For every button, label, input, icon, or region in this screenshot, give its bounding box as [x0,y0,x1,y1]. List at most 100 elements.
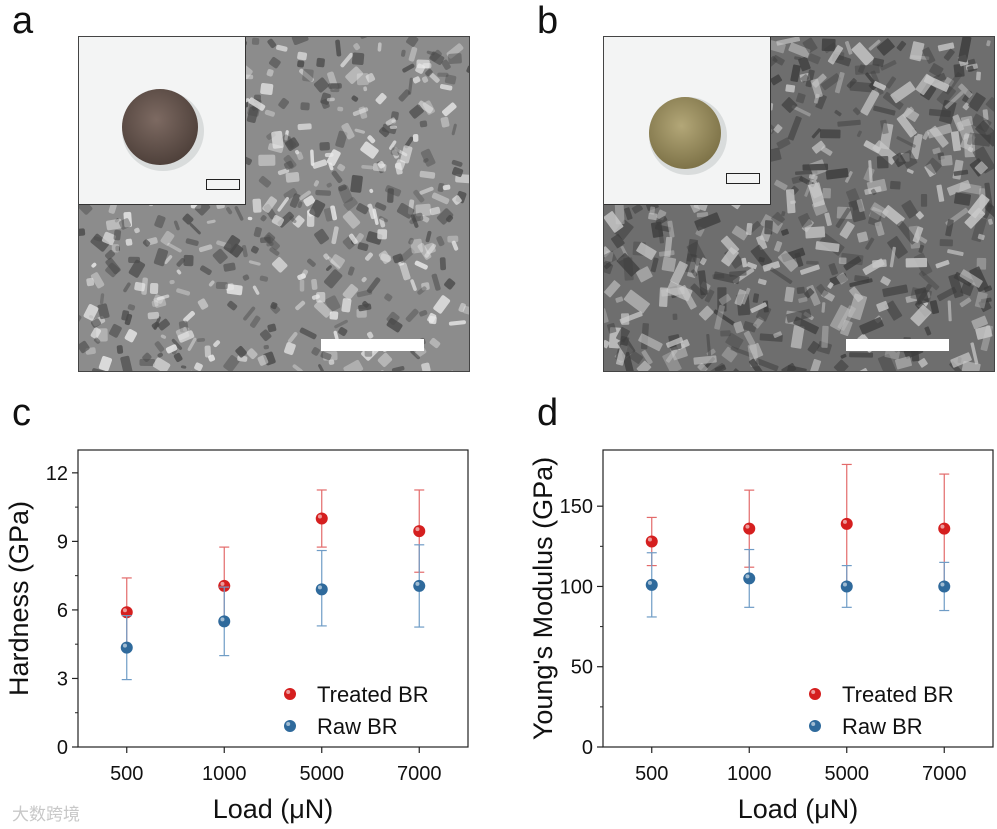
sem-grain [292,215,305,228]
sem-grain [223,355,240,371]
sem-grain [815,94,827,110]
data-point [315,512,328,525]
sem-grain [970,342,979,365]
sem-grain [781,211,786,217]
sem-grain [444,278,456,290]
sem-grain [422,76,429,83]
sem-grain [248,97,266,111]
sem-grain [287,331,298,344]
x-tick-label: 5000 [825,763,870,785]
sem-grain [315,189,332,196]
sem-grain [283,154,297,169]
sem-grain [341,298,352,313]
sem-grain [794,252,804,267]
sem-grain [624,207,633,221]
sem-grain [440,116,450,128]
sem-grain [413,189,425,203]
sem-grain [840,353,847,359]
sem-grain [208,354,216,362]
sem-grain [970,113,992,133]
sem-grain [319,142,330,151]
sem-grain [698,305,714,321]
sem-grain [313,180,320,187]
sem-grain [79,340,90,354]
sem-grain [972,146,994,174]
sem-grain [347,266,355,276]
sem-grain [309,199,326,218]
sem-grain [811,128,822,139]
sem-grain [302,68,314,82]
sem-grain [424,243,437,258]
sem-grain [235,346,247,358]
sem-grain [343,359,364,371]
sem-grain [604,247,625,265]
sem-grain [378,250,392,264]
legend-marker-highlight [811,690,816,694]
sem-grain [391,366,405,371]
sem-grain [659,287,669,307]
sem-grain [348,233,358,245]
sem-grain [251,37,260,45]
sem-grain [176,269,182,275]
sem-grain [982,109,989,121]
sem-grain [664,236,673,258]
sem-grain [277,168,290,176]
sem-grain [187,337,197,351]
sem-grain [157,352,163,358]
sem-grain [429,51,445,65]
sem-grain [142,239,151,247]
data-point [413,525,426,538]
sem-grain [690,269,698,277]
sem-grain [402,63,415,73]
scale-bar-a [321,339,424,351]
sem-grain [819,129,841,139]
sem-grain [967,194,990,219]
sem-grain [926,123,953,139]
sem-grain [151,300,159,307]
sem-grain [804,172,816,197]
sem-grain [391,118,397,124]
sem-grain [753,316,765,329]
sem-grain [631,203,643,214]
sem-grain [410,279,417,291]
sem-grain [284,342,296,356]
sem-grain [865,237,875,250]
sem-grain [918,358,928,368]
sem-grain [777,250,799,272]
sem-grain [929,63,944,77]
sem-grain [367,135,376,144]
sem-grain [774,179,788,191]
sem-grain [802,163,829,171]
sem-grain [431,273,441,291]
sem-grain [451,159,463,167]
sem-grain [356,203,369,215]
sem-grain [628,350,644,364]
sem-grain [389,140,397,150]
sem-grain [758,256,765,263]
sem-grain [924,163,937,177]
sem-grain [825,167,849,180]
sem-grain [985,97,994,112]
sem-grain [223,235,241,254]
sem-grain [452,195,462,205]
legend-marker [284,720,296,732]
sem-grain [865,72,876,85]
sem-grain [980,297,992,304]
sem-grain [378,215,388,223]
sem-grain [259,237,271,244]
sem-grain [762,261,781,272]
sem-grain [816,341,832,355]
sem-grain [153,294,164,304]
sem-grain [345,66,364,84]
sem-grain [905,257,928,268]
sem-grain [424,242,436,255]
sem-grain [105,218,123,231]
sem-grain [307,258,316,267]
sem-grain [686,239,699,263]
sem-grain [360,37,368,39]
data-point-highlight [940,582,945,587]
sem-grain [889,180,901,190]
sem-grain [385,117,396,126]
sem-grain [333,330,339,341]
sem-grain [356,308,367,318]
